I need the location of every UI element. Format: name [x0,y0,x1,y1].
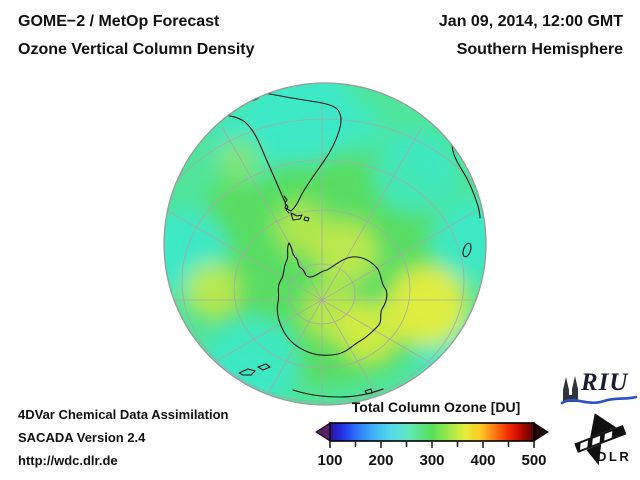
assimilation-method-label: 4DVar Chemical Data Assimilation [18,407,229,422]
website-url-label: http://wdc.dlr.de [18,453,118,468]
ozone-field [164,83,486,405]
dlr-logo: DLR [570,410,632,470]
colorbar-tick-label: 400 [470,452,495,469]
dlr-emblem-icon [574,413,627,466]
colorbar-tick-label: 100 [317,452,342,469]
product-subtitle: Ozone Vertical Column Density [18,41,255,58]
datetime-label: Jan 09, 2014, 12:00 GMT [438,13,623,30]
colorbar-tick-label: 300 [419,452,444,469]
colorbar-gradient [329,422,535,442]
colorbar-tick-label: 500 [521,452,546,469]
product-title: GOME−2 / MetOp Forecast [18,13,220,30]
cologne-cathedral-icon [563,376,578,402]
version-label: SACADA Version 2.4 [18,430,146,445]
globe-limb [163,82,487,406]
coastline-australia [292,388,384,398]
riu-wave-icon [560,395,638,405]
colorbar-title: Total Column Ozone [DU] [351,399,521,415]
header-left: GOME−2 / MetOp Forecast Ozone Vertical C… [18,8,255,64]
dlr-logo-text: DLR [597,449,632,464]
riu-logo: RIU [560,369,638,408]
coastline-madagascar [462,242,472,258]
colorbar-tick-label: 200 [368,452,393,469]
colorbar-over-range-arrow [533,422,549,442]
graticule [164,100,486,405]
colorbar-ticks [329,441,535,448]
footer-credits: 4DVar Chemical Data Assimilation SACADA … [18,403,229,472]
coastline-tierra-del-fuego [283,195,310,222]
hemisphere-label: Southern Hemisphere [456,41,623,58]
header-right: Jan 09, 2014, 12:00 GMT Southern Hemisph… [439,8,623,64]
colorbar-under-range-arrow [315,422,331,442]
colorbar: 100 200 300 400 500 [315,422,549,469]
coastline-antarctica [276,242,388,356]
riu-logo-text: RIU [581,369,629,396]
coastline-new-zealand [238,363,271,376]
